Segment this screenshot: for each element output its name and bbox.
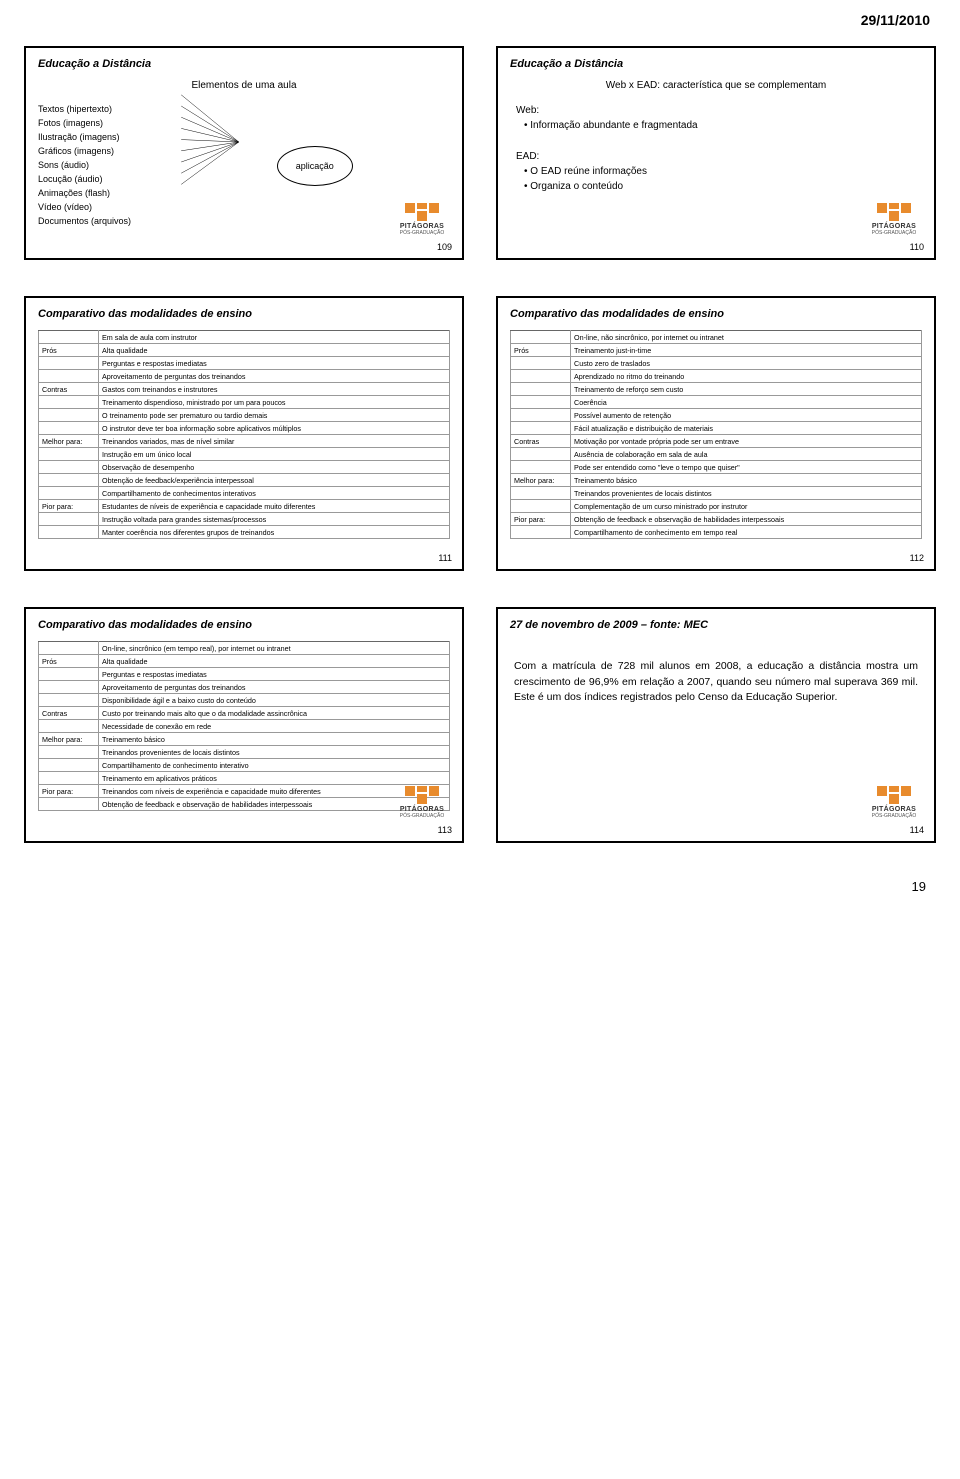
comparison-table: On-line, sincrônico (em tempo real), por… bbox=[38, 641, 450, 811]
pitagoras-logo: PITÁGORAS PÓS-GRADUAÇÃO bbox=[866, 203, 922, 236]
pitagoras-logo: PITÁGORAS PÓS-GRADUAÇÃO bbox=[394, 203, 450, 236]
slide-title: Educação a Distância bbox=[510, 58, 922, 70]
slide-subtitle: Elementos de uma aula bbox=[38, 80, 450, 91]
elements-list: Textos (hipertexto) Fotos (imagens) Ilus… bbox=[38, 103, 269, 228]
slide-number: 112 bbox=[910, 553, 924, 563]
slide-number: 111 bbox=[438, 553, 452, 563]
slide-row-3: Comparativo das modalidades de ensino On… bbox=[24, 607, 936, 843]
page-number: 19 bbox=[24, 879, 936, 894]
slide-number: 114 bbox=[910, 825, 924, 835]
list-item: Gráficos (imagens) bbox=[38, 145, 269, 159]
slide-subtitle: Web x EAD: característica que se complem… bbox=[510, 80, 922, 91]
pitagoras-logo: PITÁGORAS PÓS-GRADUAÇÃO bbox=[394, 786, 450, 819]
slide-114: 27 de novembro de 2009 – fonte: MEC Com … bbox=[496, 607, 936, 843]
logo-tagline: PÓS-GRADUAÇÃO bbox=[866, 813, 922, 819]
comparison-table: Em sala de aula com instrutorPrósAlta qu… bbox=[38, 330, 450, 539]
list-item: Sons (áudio) bbox=[38, 159, 269, 173]
list-item: Textos (hipertexto) bbox=[38, 103, 269, 117]
slide-number: 110 bbox=[910, 242, 924, 252]
slide-title: Comparativo das modalidades de ensino bbox=[38, 619, 450, 631]
slide-113: Comparativo das modalidades de ensino On… bbox=[24, 607, 464, 843]
list-item: Locução (áudio) bbox=[38, 173, 269, 187]
slide-title: Educação a Distância bbox=[38, 58, 450, 70]
slide-111: Comparativo das modalidades de ensino Em… bbox=[24, 296, 464, 571]
slide-112: Comparativo das modalidades de ensino On… bbox=[496, 296, 936, 571]
list-item: Animações (flash) bbox=[38, 187, 269, 201]
slide-row-1: Educação a Distância Elementos de uma au… bbox=[24, 46, 936, 260]
ead-bullet: • O EAD reúne informações bbox=[524, 164, 922, 179]
slide-title: Comparativo das modalidades de ensino bbox=[38, 308, 450, 320]
slide-109: Educação a Distância Elementos de uma au… bbox=[24, 46, 464, 260]
list-item: Fotos (imagens) bbox=[38, 117, 269, 131]
slide-title: 27 de novembro de 2009 – fonte: MEC bbox=[510, 619, 922, 631]
ead-bullet: • Organiza o conteúdo bbox=[524, 179, 922, 194]
slide-row-2: Comparativo das modalidades de ensino Em… bbox=[24, 296, 936, 571]
slide-110: Educação a Distância Web x EAD: caracter… bbox=[496, 46, 936, 260]
logo-tagline: PÓS-GRADUAÇÃO bbox=[866, 230, 922, 236]
logo-tagline: PÓS-GRADUAÇÃO bbox=[394, 813, 450, 819]
slide-number: 113 bbox=[438, 825, 452, 835]
web-bullet: • Informação abundante e fragmentada bbox=[524, 118, 922, 133]
web-heading: Web: bbox=[516, 103, 922, 118]
application-node: aplicação bbox=[277, 146, 353, 186]
ead-heading: EAD: bbox=[516, 149, 922, 164]
pitagoras-logo: PITÁGORAS PÓS-GRADUAÇÃO bbox=[866, 786, 922, 819]
page-date: 29/11/2010 bbox=[24, 12, 936, 28]
list-item: Vídeo (vídeo) bbox=[38, 201, 269, 215]
slide-number: 109 bbox=[437, 242, 452, 252]
comparison-table: On-line, não sincrônico, por internet ou… bbox=[510, 330, 922, 539]
logo-tagline: PÓS-GRADUAÇÃO bbox=[394, 230, 450, 236]
slide-body-text: Com a matrícula de 728 mil alunos em 200… bbox=[510, 659, 922, 705]
slide-title: Comparativo das modalidades de ensino bbox=[510, 308, 922, 320]
list-item: Ilustração (imagens) bbox=[38, 131, 269, 145]
list-item: Documentos (arquivos) bbox=[38, 215, 269, 229]
